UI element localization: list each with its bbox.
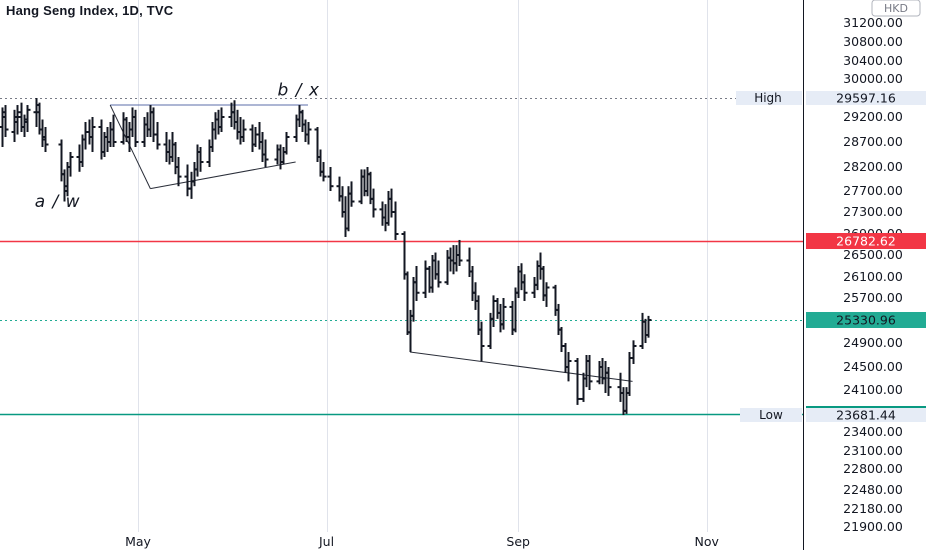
label-value: 23681.44 xyxy=(836,407,896,422)
trendline-3 xyxy=(409,351,633,382)
label-chip-high xyxy=(736,91,802,105)
ohlc-bar xyxy=(2,105,9,137)
ohlc-bar xyxy=(175,157,182,187)
ohlc-bar xyxy=(521,274,528,301)
x-tick-label-may: May xyxy=(125,534,151,549)
ohlc-bar xyxy=(422,260,429,298)
ohlc-bar xyxy=(456,239,463,266)
ohlc-bar xyxy=(327,167,334,191)
grid xyxy=(138,0,708,532)
trendline-2 xyxy=(150,161,296,190)
y-tick-label: 22180.00 xyxy=(843,501,903,516)
y-tick-label: 30800.00 xyxy=(843,34,903,49)
ohlc-bar xyxy=(586,355,593,390)
label-name-high: High xyxy=(754,91,782,105)
y-tick-label: 27700.00 xyxy=(843,183,903,198)
ohlc-bar xyxy=(605,367,612,396)
x-tick-label-jul: Jul xyxy=(318,534,334,549)
label-value: 26782.62 xyxy=(836,234,896,249)
ohlc-bar xyxy=(197,147,204,172)
y-tick-label: 28700.00 xyxy=(843,134,903,149)
ohlc-bar xyxy=(392,201,399,240)
y-tick-labels: 31200.00 30800.00 30400.00 30000.00 29200.00… xyxy=(843,15,903,534)
chart-title: Hang Seng Index, 1D, TVC xyxy=(6,3,174,18)
label-value: 29597.16 xyxy=(836,91,896,106)
ohlc-bar xyxy=(435,260,442,288)
ohlc-bar xyxy=(543,282,550,307)
label-value-bg xyxy=(806,407,926,422)
ohlc-bar xyxy=(67,152,74,177)
ohlc-bar xyxy=(262,139,269,167)
y-tick-label: 31200.00 xyxy=(843,15,903,30)
ohlc-bar xyxy=(132,109,139,147)
label-name-low: Low xyxy=(759,408,783,422)
y-tick-label: 28200.00 xyxy=(843,159,903,174)
ohlc-bar xyxy=(645,315,652,338)
ohlc-bar xyxy=(305,122,312,145)
label-value: 25330.96 xyxy=(836,313,896,328)
ohlc-bar xyxy=(110,114,117,147)
ohlc-bar xyxy=(574,358,581,405)
y-tick-label: 26100.00 xyxy=(843,269,903,284)
y-tick-label: 26500.00 xyxy=(843,247,903,262)
price-axis[interactable]: 31200.00 30800.00 30400.00 30000.00 29200.00… xyxy=(736,0,932,550)
currency-label: HKD xyxy=(884,2,908,15)
ohlc-bar xyxy=(283,132,290,155)
y-tick-label: 24500.00 xyxy=(843,359,903,374)
ohlc-bar xyxy=(478,321,485,361)
ohlc-bar xyxy=(413,266,420,301)
time-axis[interactable]: May Jul Sep Nov xyxy=(125,534,719,549)
ohlc-bar xyxy=(218,107,225,132)
y-tick-label: 23100.00 xyxy=(843,443,903,458)
y-tick-label: 30000.00 xyxy=(843,71,903,86)
y-tick-label: 24900.00 xyxy=(843,335,903,350)
label-value-bg xyxy=(806,91,926,105)
price-line-labels: High29597.1626782.6225330.9623697.88Low2… xyxy=(736,91,926,422)
ohlc-bar xyxy=(184,164,191,197)
y-tick-label: 29200.00 xyxy=(843,109,903,124)
y-tick-label: 25700.00 xyxy=(843,290,903,305)
y-tick-label: 22480.00 xyxy=(843,482,903,497)
y-tick-label: 24100.00 xyxy=(843,382,903,397)
y-tick-label: 22800.00 xyxy=(843,461,903,476)
y-tick-label: 21900.00 xyxy=(843,519,903,534)
label-value-bg xyxy=(806,233,926,249)
annotation-label: b / x xyxy=(278,81,320,101)
ohlc-bar xyxy=(154,122,161,150)
ohlc-bar xyxy=(630,340,637,364)
ohlc-bar xyxy=(24,105,31,132)
ohlc-bar xyxy=(89,117,96,152)
label-value-bg xyxy=(806,312,926,328)
ohlc-bars xyxy=(0,98,652,416)
y-tick-label: 30400.00 xyxy=(843,53,903,68)
horizontal-lines xyxy=(0,98,803,416)
ohlc-bar xyxy=(240,119,247,142)
x-tick-label-sep: Sep xyxy=(506,534,530,549)
x-tick-label-nov: Nov xyxy=(695,534,720,549)
ohlc-bar xyxy=(565,352,572,382)
annotation-label: a / w xyxy=(35,192,81,212)
ohlc-bar xyxy=(500,298,507,330)
ohlc-bar xyxy=(14,105,21,135)
trendlines xyxy=(109,104,633,382)
annotations: a / w b / x xyxy=(35,81,320,212)
ohlc-bar xyxy=(370,188,377,218)
ohlc-bar xyxy=(42,127,49,152)
ohlc-bar xyxy=(320,162,327,182)
currency-badge[interactable] xyxy=(871,0,921,17)
ohlc-bar xyxy=(348,181,355,207)
y-tick-label: 27300.00 xyxy=(843,204,903,219)
label-chip-low xyxy=(740,407,802,422)
y-tick-label: 23400.00 xyxy=(843,424,903,439)
